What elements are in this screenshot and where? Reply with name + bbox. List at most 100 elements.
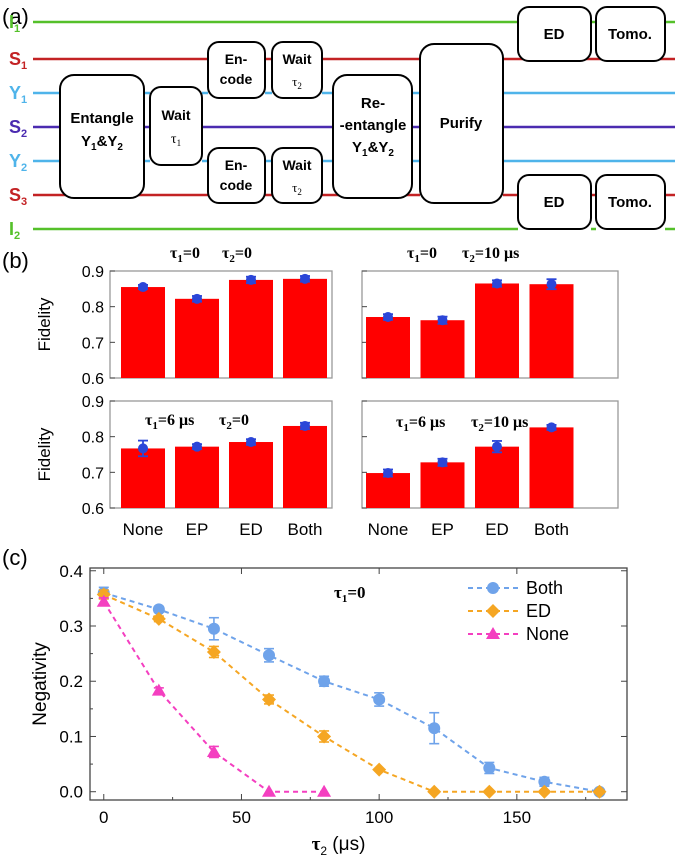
tau-value: =0 [420, 245, 437, 262]
plot-frame [109, 270, 333, 379]
tau-symbol: τ [334, 583, 342, 602]
y-tick-label: 0.9 [82, 264, 104, 281]
line-label-S1: S1 [9, 49, 27, 72]
unit-label: (μs) [327, 834, 365, 855]
bar-Both [529, 427, 574, 508]
tau1-annotation: τ1=0 [407, 245, 437, 265]
series-line [103, 591, 600, 793]
tau-symbol: τ [396, 414, 404, 431]
mean-marker [546, 422, 557, 433]
encode-bottom-label-line2: code [220, 177, 253, 193]
y-axis-label: Fidelity [35, 427, 54, 481]
series-none [96, 594, 332, 797]
bar-Both [529, 284, 574, 378]
bar-None [121, 287, 165, 378]
tau-sub: 2 [226, 420, 232, 432]
category-label: None [368, 520, 409, 539]
data-point [482, 784, 497, 799]
x-axis-label: τ2 (μs) [312, 834, 366, 858]
ed-top-label: ED [544, 26, 565, 43]
panel-a-label: (a) [2, 4, 29, 29]
mean-marker [300, 273, 310, 284]
tau-symbol: τ [145, 412, 153, 429]
y-tick-label: 0.2 [59, 672, 83, 691]
tau-sub: 2 [478, 422, 484, 434]
y-tick-label: 0.8 [82, 430, 104, 447]
tau-value: =0 [183, 245, 200, 262]
legend-label: Both [526, 578, 563, 598]
mean-marker [492, 441, 502, 452]
wait-tau1-symbol: τ1 [171, 132, 181, 148]
bar-EP [420, 462, 465, 508]
x-tick-label: 0 [99, 808, 108, 827]
mean-marker [437, 457, 448, 468]
ed-bottom-box: ED [517, 174, 592, 230]
bar-Both [283, 425, 327, 508]
mean-marker [138, 282, 148, 293]
y-tick-label: 0.3 [59, 617, 83, 636]
wait-tau2-bottom-box: Wait τ2 [271, 147, 323, 204]
tau2-annotation: τ2=10 μs [462, 245, 519, 265]
line-label-sub: 2 [21, 162, 27, 174]
data-point [206, 744, 221, 757]
y-tick-label: 0.0 [59, 783, 83, 802]
ed-bottom-label: ED [544, 194, 565, 211]
reentangle-label-line2: -entangle [340, 117, 407, 134]
line-label-name: Y [9, 83, 21, 103]
encode-top-label-line2: code [220, 71, 253, 87]
line-label-sub: 1 [21, 94, 27, 106]
bar-EP [420, 320, 465, 378]
tau-sub: 1 [414, 253, 420, 265]
category-label: None [123, 520, 164, 539]
wait-tau1-box: Wait τ1 [149, 86, 203, 166]
panel-c-label: (c) [2, 545, 28, 570]
tau-sub: 2 [469, 253, 475, 265]
tau-sub: 1 [177, 253, 183, 265]
data-point [317, 729, 332, 744]
line-label-I2: I2 [9, 219, 20, 242]
tau-sub: 2 [320, 844, 327, 858]
wait-tau2-top-box: Wait τ2 [271, 41, 323, 99]
reentangle-box: Re- -entangle Y1&Y2 [332, 74, 413, 199]
mean-marker [383, 312, 393, 323]
mean-marker [300, 420, 310, 431]
bar-ED [229, 442, 273, 508]
y-tick-label: 0.8 [82, 300, 104, 317]
plot-frame [89, 567, 628, 801]
encode-bottom-label: En- [225, 157, 248, 173]
y-tick-label: 0.4 [59, 562, 83, 581]
series-line [103, 593, 600, 793]
bar-ED [475, 283, 519, 378]
data-point [263, 649, 275, 662]
mean-marker [546, 279, 557, 290]
data-point [151, 611, 166, 626]
y-axis-label: Fidelity [35, 297, 54, 351]
bar-None [121, 448, 165, 508]
mean-marker [437, 315, 448, 326]
tau-sub: 2 [229, 253, 235, 265]
encode-bottom-box: En- code [207, 147, 266, 204]
mean-marker [492, 278, 502, 289]
wait-tau2-bottom-symbol: τ2 [292, 180, 302, 197]
data-point [538, 775, 551, 788]
purify-box: Purify [419, 43, 504, 204]
line-label-sub: 2 [14, 230, 20, 242]
category-label: Both [288, 520, 323, 539]
y-tick-label: 0.6 [82, 371, 104, 388]
tau-value: =0 [235, 245, 252, 262]
tau-symbol: τ [222, 245, 230, 262]
bar-None [366, 317, 410, 378]
tau-value: =10 μs [484, 414, 528, 431]
line-label-sub: 3 [21, 196, 27, 208]
bar-ED [475, 446, 519, 508]
legend-marker [487, 582, 499, 594]
legend-label: ED [526, 601, 551, 621]
bar-EP [175, 446, 219, 508]
y-tick-label: 0.1 [59, 727, 83, 746]
tau-symbol: τ [407, 245, 415, 262]
line-label-I1: I1 [9, 12, 20, 35]
mean-marker [383, 468, 393, 479]
